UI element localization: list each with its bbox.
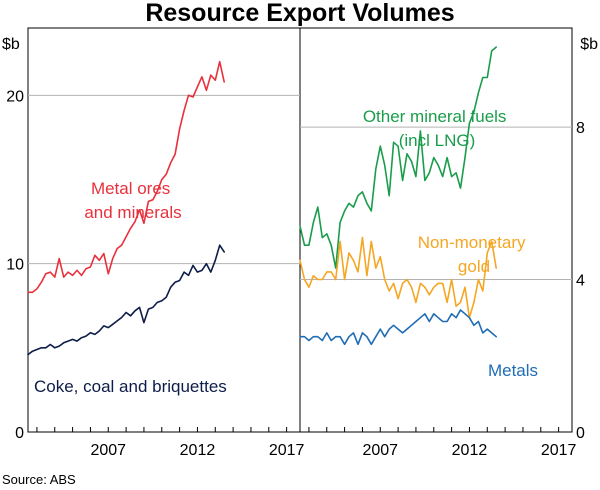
right-xtick-label-2017: 2017 bbox=[541, 442, 577, 459]
right-ytick-label-8: 8 bbox=[576, 120, 585, 137]
left-xtick-label-2017: 2017 bbox=[269, 442, 305, 459]
right-ytick-label-0: 0 bbox=[576, 425, 585, 442]
left-xtick-label-2012: 2012 bbox=[180, 442, 216, 459]
label-non-monetary-gold-line-2: gold bbox=[458, 257, 490, 276]
series-line-non-monetary-gold bbox=[299, 236, 498, 319]
series-line-coke-coal-and-briquettes bbox=[27, 244, 225, 356]
left-ytick-label-0: 0 bbox=[15, 425, 24, 442]
right-unit-label: $b bbox=[580, 36, 598, 53]
left-unit-label: $b bbox=[2, 36, 20, 53]
right-xtick-label-2007: 2007 bbox=[362, 442, 398, 459]
label-non-monetary-gold-line-1: Non-monetary bbox=[418, 233, 526, 252]
label-metal-ores-line-1: Metal ores bbox=[91, 179, 170, 198]
label-non-monetary-gold: Non-monetary gold bbox=[418, 233, 530, 276]
left-ytick-label-10: 10 bbox=[6, 257, 24, 274]
label-other-mineral-fuels-line-2: (incl LNG) bbox=[399, 131, 476, 150]
label-other-mineral-fuels-line-1: Other mineral fuels bbox=[363, 107, 507, 126]
left-xtick-label-2007: 2007 bbox=[90, 442, 126, 459]
series-layer bbox=[27, 46, 498, 356]
chart-title: Resource Export Volumes bbox=[145, 0, 454, 27]
right-xtick-label-2012: 2012 bbox=[452, 442, 488, 459]
label-metal-ores: Metal ores and minerals bbox=[84, 179, 181, 222]
label-metal-ores-line-2: and minerals bbox=[84, 203, 181, 222]
label-metals: Metals bbox=[488, 361, 538, 380]
right-ytick-label-4: 4 bbox=[576, 273, 585, 290]
series-line-metal-ores-and-minerals bbox=[27, 60, 225, 294]
left-ytick-label-20: 20 bbox=[6, 88, 24, 105]
series-line-other-mineral-fuels-incl-lng bbox=[299, 46, 498, 269]
label-coke-coal: Coke, coal and briquettes bbox=[34, 377, 227, 396]
label-other-mineral-fuels: Other mineral fuels (incl LNG) bbox=[363, 107, 511, 150]
series-line-metals bbox=[299, 309, 498, 346]
source-note: Source: ABS bbox=[2, 472, 76, 487]
